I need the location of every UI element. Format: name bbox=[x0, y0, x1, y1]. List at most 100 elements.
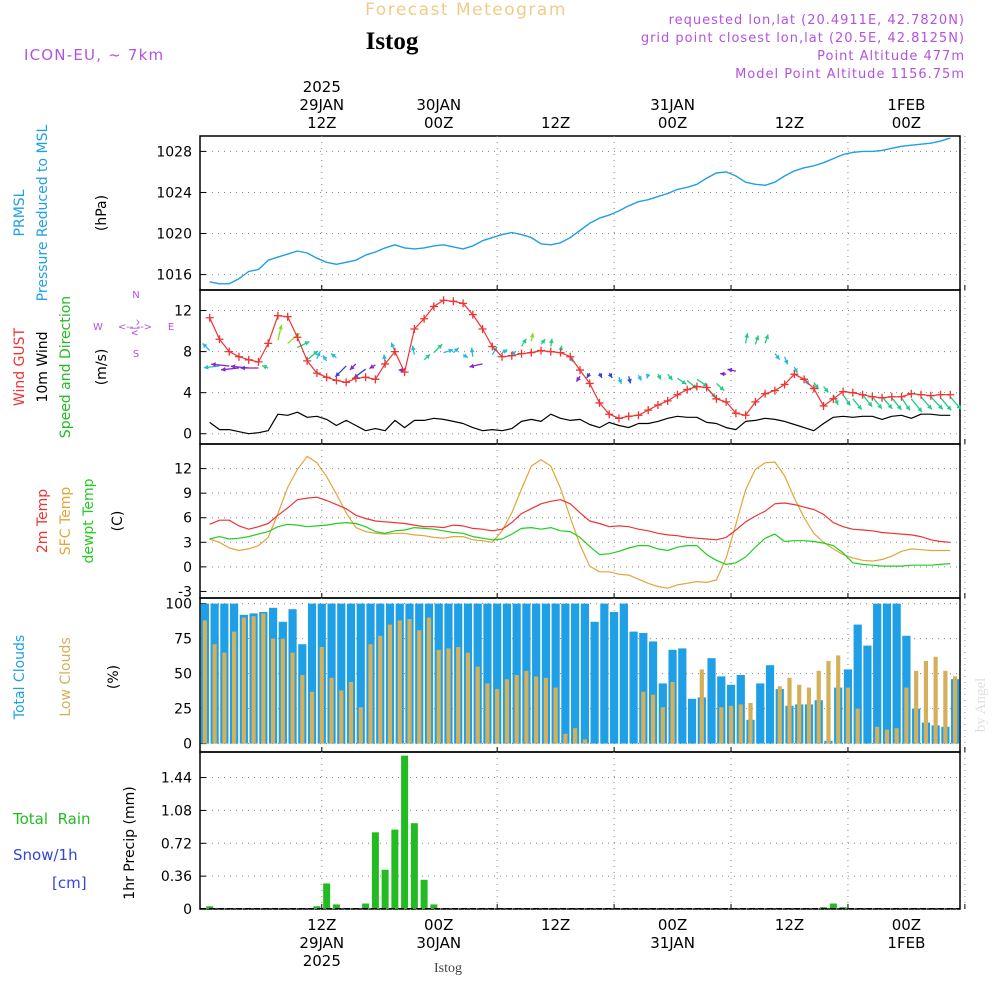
wind-arrow-head bbox=[834, 399, 839, 405]
gust-marker bbox=[420, 314, 429, 323]
total-cloud-bar bbox=[483, 603, 492, 744]
low-cloud-bar bbox=[426, 617, 432, 744]
total-cloud-bar bbox=[561, 603, 570, 744]
low-cloud-bar bbox=[797, 684, 802, 744]
total-clouds-title: Total Clouds bbox=[12, 635, 28, 720]
gust-marker bbox=[556, 348, 565, 357]
wind-arrow-head bbox=[775, 354, 780, 360]
gust-marker bbox=[342, 378, 351, 387]
bottom-time-label: 12Z bbox=[775, 916, 804, 934]
dewpt-line bbox=[209, 521, 951, 567]
total-cloud-bar bbox=[610, 612, 619, 744]
total-cloud-bar bbox=[853, 624, 862, 744]
wind-arrow-head bbox=[540, 339, 546, 344]
wind-arrow-head bbox=[877, 403, 882, 409]
low-cloud-bar bbox=[446, 648, 451, 744]
gust-marker bbox=[332, 376, 341, 385]
low-cloud-bar bbox=[300, 675, 305, 744]
product-title: Forecast Meteogram bbox=[365, 0, 567, 20]
bottom-time-label: 31JAN bbox=[650, 934, 695, 952]
pressure-unit: (hPa) bbox=[94, 195, 110, 231]
compass-w: W bbox=[93, 322, 103, 333]
gust-marker bbox=[868, 392, 877, 401]
low-cloud-bar bbox=[699, 669, 704, 744]
wind-arrow-head bbox=[411, 345, 416, 351]
total-cloud-bar bbox=[580, 603, 589, 744]
gust-marker bbox=[595, 398, 604, 407]
wind-arrow-head bbox=[469, 347, 475, 353]
total-cloud-bar bbox=[493, 603, 502, 744]
precip-title: 1hr Precip (mm) bbox=[122, 786, 138, 899]
gust-marker bbox=[273, 311, 282, 320]
wind-arrow-head bbox=[637, 375, 642, 381]
gust-marker bbox=[624, 412, 633, 421]
gust-marker bbox=[410, 325, 419, 334]
gust-marker bbox=[576, 366, 584, 375]
grid-layer bbox=[200, 136, 966, 910]
y-tick-label: 8 bbox=[183, 345, 192, 361]
wind-arrow-head bbox=[331, 353, 336, 359]
wind-arrow-head bbox=[727, 367, 733, 373]
compass-ns: ^|v bbox=[129, 318, 140, 336]
total-cloud-bar bbox=[639, 633, 648, 744]
wind-arrow-head bbox=[316, 351, 321, 357]
bottom-time-label: 12Z bbox=[307, 916, 336, 934]
gust-marker bbox=[848, 388, 857, 397]
total-cloud-bar bbox=[356, 603, 365, 744]
rain-bar bbox=[313, 906, 321, 909]
wind-arrow-head bbox=[938, 404, 943, 410]
gust-marker bbox=[917, 390, 926, 399]
low-cloud-bar bbox=[309, 691, 315, 744]
gust-marker bbox=[371, 375, 380, 384]
low-cloud-bar bbox=[465, 652, 471, 744]
low-cloud-bar bbox=[884, 729, 890, 744]
low-cloud-bar bbox=[894, 728, 899, 744]
total-cloud-bar bbox=[629, 631, 638, 744]
wind-arrow-head bbox=[896, 404, 902, 410]
wind-arrow-head bbox=[304, 341, 310, 346]
rain-bar bbox=[391, 829, 399, 909]
total-cloud-bar bbox=[882, 603, 892, 744]
gust-marker bbox=[439, 296, 448, 305]
low-cloud-bar bbox=[728, 705, 734, 744]
wind-arrow-head bbox=[783, 359, 789, 365]
gust-marker bbox=[312, 369, 321, 378]
gust-line bbox=[209, 299, 951, 419]
gust-marker bbox=[478, 325, 487, 334]
low-cloud-bar bbox=[270, 638, 276, 744]
y-tick-label: 1016 bbox=[156, 268, 192, 284]
total-cloud-bar bbox=[337, 603, 346, 744]
total-cloud-bar bbox=[307, 603, 317, 744]
gust-marker bbox=[605, 410, 614, 419]
gust-marker bbox=[644, 406, 653, 415]
low-cloud-bar bbox=[251, 616, 256, 744]
wind-arrow-head bbox=[548, 338, 554, 344]
rain-bar bbox=[401, 755, 409, 909]
total-cloud-bar bbox=[590, 621, 599, 744]
gust-marker bbox=[702, 383, 711, 392]
wind-arrow-head bbox=[211, 362, 216, 367]
top-time-label: 1FEB bbox=[887, 96, 925, 114]
y-tick-label: 1.08 bbox=[161, 803, 192, 819]
gust-marker bbox=[829, 394, 838, 403]
wind-arrow-head bbox=[867, 401, 873, 407]
low-cloud-bar bbox=[933, 656, 938, 744]
low-cloud-bar bbox=[816, 670, 821, 744]
wind-arrow-head bbox=[764, 334, 770, 340]
wind-title: 10m Wind bbox=[35, 331, 51, 402]
wind-arrow-head bbox=[607, 372, 613, 378]
wind-arrow-head bbox=[645, 373, 651, 379]
y-tick-label: 1024 bbox=[156, 185, 192, 201]
wind-arrow-head bbox=[425, 354, 431, 360]
bottom-time-label: 29JAN bbox=[299, 934, 344, 952]
gust-marker bbox=[683, 385, 692, 394]
total-cloud-bar bbox=[327, 603, 336, 744]
wind-arrow-head bbox=[617, 378, 623, 384]
wind-arrow-head bbox=[323, 355, 328, 361]
low-cloud-bar bbox=[358, 707, 363, 744]
wind-arrow-head bbox=[335, 371, 341, 377]
low-cloud-bar bbox=[806, 687, 812, 744]
total-cloud-bar bbox=[600, 603, 609, 744]
gust-marker bbox=[283, 312, 292, 321]
wind-arrow-head bbox=[262, 365, 268, 370]
